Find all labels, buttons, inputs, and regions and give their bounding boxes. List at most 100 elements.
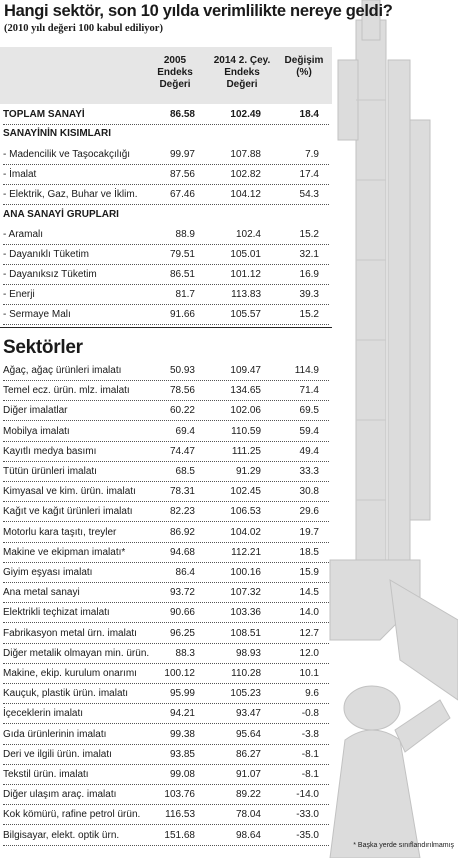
- value-change: 15.2: [299, 309, 319, 320]
- row-divider: [3, 380, 329, 381]
- row-label: Motorlu kara taşıtı, treyler: [3, 526, 117, 538]
- table-row: Kimyasal ve kim. ürün. imalatı 78.31 102.4…: [3, 482, 329, 503]
- row-divider: [3, 284, 329, 285]
- value-2014: 105.01: [230, 249, 261, 260]
- table-row: - Madencilik ve Taşocakçılığı 99.97 107.88…: [3, 145, 329, 165]
- row-divider: [3, 521, 329, 523]
- value-2005: 91.66: [169, 309, 195, 320]
- row-divider: [3, 561, 329, 563]
- value-2014: 95.64: [235, 728, 261, 740]
- value-change: 54.3: [299, 189, 319, 200]
- row-divider: [3, 582, 329, 583]
- value-change: 33.3: [299, 466, 319, 477]
- value-change: 10.1: [299, 668, 319, 679]
- table-row: - Elektrik, Gaz, Buhar ve İklim. 67.46 104…: [3, 185, 329, 205]
- value-change: 49.4: [299, 445, 319, 457]
- value-2014: 93.47: [235, 708, 261, 720]
- table-row: Kauçuk, plastik ürün. imalatı 95.99 105.23…: [3, 684, 329, 705]
- table-row: İçeceklerin imalatı 94.21 93.47 -0.8: [3, 704, 329, 725]
- table-row: Tütün ürünleri imalatı 68.5 91.29 33.3: [3, 462, 329, 482]
- table-row: - Enerji 81.7 113.83 39.3: [3, 285, 329, 305]
- row-label: Mobilya imalatı: [3, 425, 70, 437]
- row-label: - Sermaye Malı: [3, 309, 71, 320]
- section-heading-row: SANAYİNİN KISIMLARI: [3, 124, 329, 144]
- value-2005: 151.68: [164, 829, 195, 841]
- value-2005: 99.08: [169, 769, 195, 780]
- value-2014: 89.22: [235, 789, 261, 801]
- row-label: Diğer ulaşım araç. imalatı: [3, 789, 117, 801]
- value-2005: 87.56: [169, 169, 195, 180]
- value-2014: 91.07: [235, 769, 261, 780]
- value-2005: 86.4: [175, 567, 195, 578]
- value-change: -33.0: [296, 809, 319, 821]
- value-2005: 81.7: [175, 289, 195, 300]
- value-2014: 100.16: [230, 567, 261, 578]
- table-row: Kağıt ve kağıt ürünleri imalatı 82.23 106.…: [3, 502, 329, 523]
- value-2014: 98.64: [235, 829, 261, 841]
- row-label: Kauçuk, plastik ürün. imalatı: [3, 688, 129, 700]
- value-2005: 99.97: [169, 149, 195, 160]
- value-2014: 107.32: [230, 587, 261, 599]
- row-label: Temel ecz. ürün. mlz. imalatı: [3, 385, 130, 397]
- value-change: 9.6: [305, 688, 319, 700]
- value-change: 18.5: [299, 546, 319, 558]
- value-2014: 86.27: [235, 748, 261, 760]
- value-2005: 93.72: [169, 587, 195, 599]
- sectors-heading: Sektörler: [3, 337, 83, 358]
- column-header-change: Değişim (%): [284, 55, 324, 78]
- value-change: -35.0: [296, 829, 319, 841]
- row-label: SANAYİNİN KISIMLARI: [3, 128, 111, 139]
- value-change: -8.1: [301, 769, 319, 780]
- row-divider: [3, 642, 329, 644]
- value-change: 39.3: [299, 289, 319, 300]
- value-2014: 109.47: [230, 365, 261, 376]
- column-header-2005: 2005 Endeks Değeri: [157, 55, 193, 90]
- value-change: -0.8: [301, 708, 319, 720]
- value-2005: 90.66: [169, 607, 195, 619]
- value-2014: 102.49: [230, 109, 261, 120]
- table-row: Bilgisayar, elekt. optik ürn. 151.68 98.64…: [3, 826, 329, 846]
- value-2014: 105.57: [230, 309, 261, 320]
- column-header-2014: 2014 2. Çey. Endeks Değeri: [213, 55, 271, 90]
- row-label: TOPLAM SANAYİ: [3, 109, 85, 120]
- row-divider: [3, 460, 329, 462]
- value-2014: 91.29: [235, 466, 261, 477]
- row-label: Makine ve ekipman imalatı*: [3, 546, 126, 558]
- value-2014: 110.59: [231, 425, 261, 437]
- row-label: Tekstil ürün. imalatı: [3, 769, 89, 780]
- value-2005: 67.46: [169, 189, 195, 200]
- row-divider: [3, 184, 329, 185]
- table-row: Temel ecz. ürün. mlz. imalatı 78.56 134.65…: [3, 381, 329, 402]
- row-label: - Aramalı: [3, 229, 44, 240]
- value-2005: 100.12: [164, 668, 195, 679]
- row-divider: [3, 400, 329, 402]
- row-label: Deri ve ilgili ürün. imalatı: [3, 748, 112, 760]
- table-row: Diğer imalatlar 60.22 102.06 69.5: [3, 401, 329, 422]
- value-2005: 78.31: [169, 486, 195, 498]
- row-label: Kağıt ve kağıt ürünleri imalatı: [3, 506, 133, 518]
- footnote: * Başka yerde sınıflandırılmamış: [353, 842, 454, 849]
- value-change: 16.9: [299, 269, 319, 280]
- value-2014: 102.06: [230, 405, 261, 417]
- row-label: Ağaç, ağaç ürünleri imalatı: [3, 365, 122, 376]
- value-2005: 116.53: [165, 809, 195, 821]
- row-divider: [3, 481, 329, 482]
- value-change: -8.1: [301, 748, 319, 760]
- value-change: 19.7: [299, 526, 319, 538]
- value-change: 14.0: [299, 607, 319, 619]
- value-2005: 86.92: [169, 526, 195, 538]
- row-divider: [3, 304, 329, 305]
- table-row: - Sermaye Malı 91.66 105.57 15.2: [3, 305, 329, 325]
- table-row: Elektrikli teçhizat imalatı 90.66 103.36 14…: [3, 603, 329, 624]
- row-divider: [3, 124, 329, 125]
- row-label: Kimyasal ve kim. ürün. imalatı: [3, 486, 136, 498]
- row-label: Diğer metalik olmayan min. ürün.: [3, 647, 150, 659]
- section-heading-row: ANA SANAYİ GRUPLARI: [3, 205, 329, 225]
- value-2005: 88.9: [175, 229, 195, 240]
- row-divider: [3, 440, 329, 442]
- value-2005: 79.51: [169, 249, 195, 260]
- value-2014: 105.23: [230, 688, 261, 700]
- table-row: Kok kömürü, rafine petrol ürün. 116.53 78.…: [3, 805, 329, 826]
- value-change: 14.5: [299, 587, 319, 599]
